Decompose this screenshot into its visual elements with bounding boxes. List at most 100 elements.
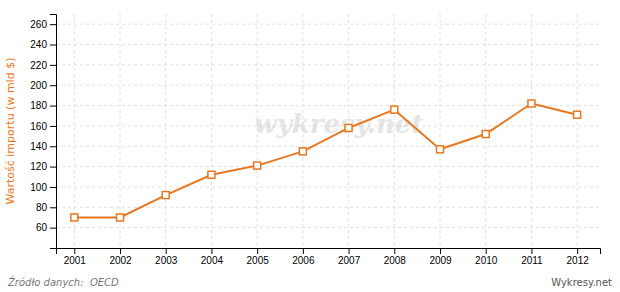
tick-mark — [394, 248, 395, 254]
tick-label: 2003 — [155, 255, 178, 266]
marker — [299, 148, 306, 155]
grid-line — [211, 14, 212, 248]
tick: 220 — [30, 60, 56, 71]
marker — [437, 146, 444, 153]
y-axis-label: Wartość importu (w mld $) — [4, 58, 17, 205]
tick-mark — [50, 207, 56, 208]
grid-line — [56, 207, 600, 208]
grid — [56, 14, 600, 248]
tick-mark — [440, 248, 441, 254]
grid-line — [56, 146, 600, 147]
chart: wykresy.net20012002200320042005200620072… — [0, 0, 620, 292]
tick: 120 — [30, 161, 56, 172]
tick-mark — [74, 248, 75, 254]
tick-mark — [50, 106, 56, 107]
tick: 140 — [30, 141, 56, 152]
marker — [208, 171, 215, 178]
tick-mark — [349, 248, 350, 254]
axis-line — [50, 15, 57, 249]
tick: 2009 — [429, 248, 452, 266]
tick: 80 — [36, 202, 56, 213]
tick-mark — [50, 167, 56, 168]
axis-line — [57, 249, 601, 255]
tick-label: 2009 — [429, 255, 452, 266]
grid-line — [440, 14, 441, 248]
tick: 160 — [30, 121, 56, 132]
grid-line — [56, 186, 600, 187]
tick-mark — [211, 248, 212, 254]
tick: 60 — [36, 222, 56, 233]
tick-mark — [50, 228, 56, 229]
tick-label: 200 — [30, 80, 47, 91]
grid-line — [56, 105, 600, 106]
grid-line — [56, 85, 600, 86]
tick: 180 — [30, 100, 56, 111]
tick-label: 140 — [30, 141, 47, 152]
grid-line — [56, 166, 600, 167]
tick-label: 2002 — [109, 255, 132, 266]
tick-mark — [120, 248, 121, 254]
tick-label: 2011 — [521, 255, 543, 266]
tick-mark — [50, 65, 56, 66]
tick-mark — [50, 24, 56, 25]
tick-mark — [50, 187, 56, 188]
marker — [574, 111, 581, 118]
tick-label: 2008 — [384, 255, 407, 266]
tick-label: 2010 — [475, 255, 498, 266]
tick: 240 — [30, 39, 56, 50]
grid-line — [56, 24, 600, 25]
tick: 2002 — [109, 248, 132, 266]
tick-label: 80 — [36, 202, 48, 213]
credit: Wykresy.net — [551, 277, 612, 288]
tick: 2006 — [292, 248, 315, 266]
grid-line — [56, 44, 600, 45]
marker — [482, 131, 489, 138]
marker — [254, 162, 261, 169]
tick: 2010 — [475, 248, 498, 266]
grid-line — [74, 14, 75, 248]
tick-label: 60 — [36, 222, 48, 233]
tick: 2001 — [64, 248, 87, 266]
tick-mark — [50, 146, 56, 147]
tick-mark — [50, 126, 56, 127]
marker — [162, 192, 169, 199]
tick-mark — [50, 45, 56, 46]
grid-line — [120, 14, 121, 248]
marker — [117, 214, 124, 221]
tick-mark — [303, 248, 304, 254]
tick-label: 260 — [30, 19, 47, 30]
tick: 2011 — [521, 248, 543, 266]
tick-label: 2005 — [247, 255, 270, 266]
tick: 2007 — [338, 248, 361, 266]
tick-label: 240 — [30, 39, 47, 50]
y-axis: 60 80 100 120 140 160 180 200 220 240 260 — [30, 15, 56, 249]
tick: 2005 — [247, 248, 270, 266]
tick-label: 2006 — [292, 255, 315, 266]
tick: 2012 — [567, 248, 590, 266]
grid-line — [56, 227, 600, 228]
tick-label: 100 — [30, 182, 47, 193]
tick-mark — [577, 248, 578, 254]
tick-label: 180 — [30, 100, 47, 111]
grid-line — [56, 64, 600, 65]
marker — [391, 106, 398, 113]
tick-mark — [50, 85, 56, 86]
tick-label: 2012 — [567, 255, 590, 266]
tick-mark — [166, 248, 167, 254]
grid-line — [531, 14, 532, 248]
source: Źródło danych: OECD — [7, 276, 119, 288]
tick: 2004 — [201, 248, 224, 266]
tick-label: 220 — [30, 60, 47, 71]
tick: 100 — [30, 182, 56, 193]
grid-line — [577, 14, 578, 248]
tick-mark — [531, 248, 532, 254]
tick: 2003 — [155, 248, 178, 266]
grid-line — [165, 14, 166, 248]
marker — [345, 124, 352, 131]
tick-mark — [486, 248, 487, 254]
x-axis: 2001 2002 2003 2004 2005 2006 2007 2008 2009 2010… — [57, 248, 601, 266]
tick-label: 2001 — [64, 255, 87, 266]
marker — [71, 214, 78, 221]
tick: 260 — [30, 19, 56, 30]
tick-label: 2007 — [338, 255, 361, 266]
